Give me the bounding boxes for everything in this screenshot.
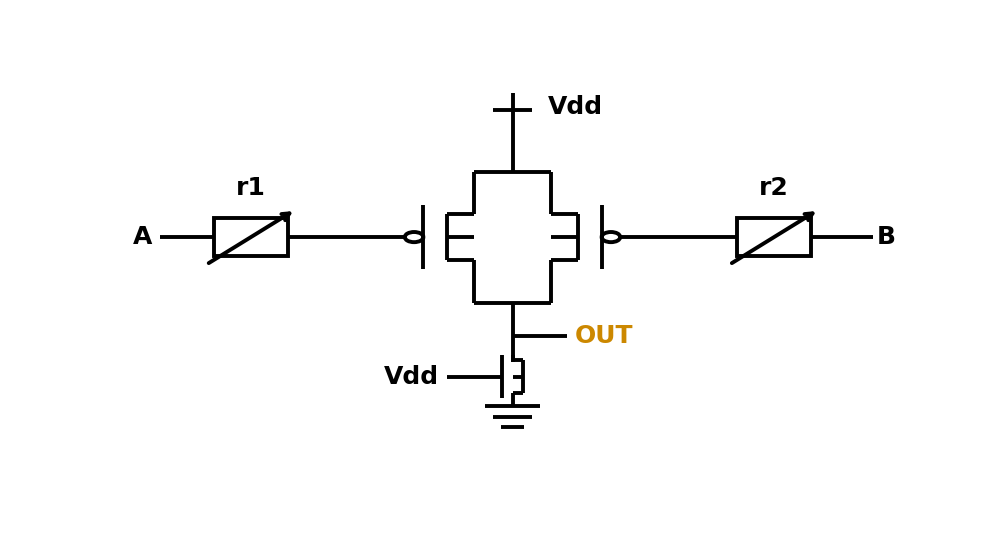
Text: B: B <box>877 225 896 249</box>
Text: OUT: OUT <box>574 324 633 349</box>
Text: A: A <box>133 225 152 249</box>
Text: Vdd: Vdd <box>547 95 602 119</box>
Text: r1: r1 <box>236 176 266 200</box>
Text: r2: r2 <box>759 176 789 200</box>
Bar <box>214 218 288 256</box>
Text: Vdd: Vdd <box>384 365 439 389</box>
Bar <box>737 218 811 256</box>
